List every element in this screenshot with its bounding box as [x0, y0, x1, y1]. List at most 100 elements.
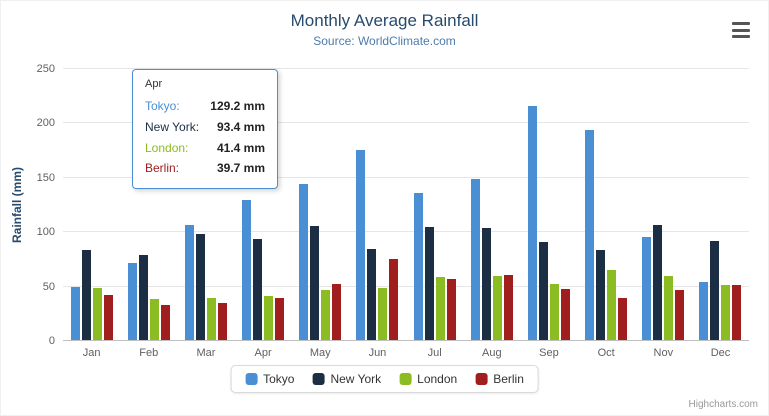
- bar-new-york-jan[interactable]: [81, 250, 91, 341]
- tooltip-row-tokyo: Tokyo: 129.2 mm: [145, 96, 265, 117]
- bar-berlin-dec[interactable]: [732, 285, 742, 341]
- bar-tokyo-oct[interactable]: [585, 129, 595, 341]
- bar-new-york-nov[interactable]: [653, 225, 663, 341]
- bar-london-mar[interactable]: [206, 298, 216, 341]
- bar-berlin-mar[interactable]: [217, 303, 227, 341]
- bar-berlin-aug[interactable]: [503, 275, 513, 341]
- bar-london-dec[interactable]: [721, 285, 731, 341]
- bar-group-jun: [349, 69, 406, 341]
- bar-group-aug: [463, 69, 520, 341]
- bar-tokyo-dec[interactable]: [699, 281, 709, 341]
- chart-title: Monthly Average Rainfall: [290, 11, 479, 30]
- bar-tokyo-sep[interactable]: [527, 105, 537, 341]
- tooltip: Apr Tokyo: 129.2 mm New York: 93.4 mm London…: [132, 69, 278, 190]
- bar-tokyo-jul[interactable]: [413, 193, 423, 341]
- x-axis-label-apr: Apr: [254, 347, 272, 359]
- bar-berlin-oct[interactable]: [618, 298, 628, 341]
- bar-berlin-feb[interactable]: [160, 304, 170, 341]
- tooltip-rows: Tokyo: 129.2 mm New York: 93.4 mm London: 41.…: [145, 96, 265, 179]
- bar-group-feb: [120, 69, 177, 341]
- bar-berlin-jun[interactable]: [389, 258, 399, 341]
- bar-london-jul[interactable]: [435, 276, 445, 341]
- y-tick-label: 250: [36, 63, 55, 75]
- bar-group-oct: [578, 69, 635, 341]
- bar-london-aug[interactable]: [492, 276, 502, 341]
- bar-group-apr: [235, 69, 292, 341]
- y-tick-label: 150: [36, 171, 55, 184]
- export-menu-icon[interactable]: [728, 19, 754, 41]
- legend-item-tokyo[interactable]: Tokyo: [245, 372, 294, 386]
- bar-group-may: [292, 69, 349, 341]
- x-axis-label-nov: Nov: [653, 347, 674, 359]
- legend-item-london[interactable]: London: [399, 372, 457, 386]
- credits-link[interactable]: Highcharts.com: [688, 399, 758, 410]
- bar-tokyo-feb[interactable]: [127, 263, 137, 341]
- tooltip-series-value: 93.4 mm: [216, 119, 265, 134]
- legend-swatch: [312, 373, 325, 385]
- bar-london-apr[interactable]: [264, 295, 274, 341]
- x-axis-label-jan: Jan: [82, 347, 101, 359]
- legend-swatch: [399, 373, 412, 385]
- x-axis-label-feb: Feb: [139, 347, 159, 359]
- bar-berlin-jul[interactable]: [446, 278, 456, 341]
- bar-london-oct[interactable]: [607, 270, 617, 341]
- bar-london-jun[interactable]: [378, 288, 388, 341]
- bar-new-york-sep[interactable]: [538, 241, 548, 341]
- bar-new-york-jun[interactable]: [367, 249, 377, 341]
- chart-subtitle: Source: WorldClimate.com: [313, 34, 456, 48]
- tooltip-series-name: Tokyo:: [145, 99, 180, 113]
- bar-berlin-apr[interactable]: [275, 297, 285, 341]
- bar-tokyo-jan[interactable]: [70, 286, 80, 341]
- bar-new-york-oct[interactable]: [596, 250, 606, 341]
- y-tick-label: 200: [36, 117, 55, 130]
- tooltip-series-value: 41.4 mm: [216, 140, 265, 155]
- bar-new-york-may[interactable]: [310, 225, 320, 341]
- bar-tokyo-may[interactable]: [299, 184, 309, 341]
- tooltip-series-name: New York:: [145, 119, 200, 134]
- gridline: [63, 176, 749, 178]
- legend-item-berlin[interactable]: Berlin: [475, 372, 524, 386]
- bar-london-feb[interactable]: [149, 298, 159, 341]
- legend-label: New York: [330, 372, 382, 386]
- bar-new-york-jul[interactable]: [424, 226, 434, 341]
- tooltip-row-london: London: 41.4 mm: [145, 138, 265, 159]
- bar-new-york-feb[interactable]: [138, 255, 148, 341]
- bar-berlin-jan[interactable]: [103, 294, 113, 341]
- tooltip-series-name: Berlin:: [145, 161, 180, 176]
- bar-new-york-aug[interactable]: [481, 227, 491, 341]
- bar-new-york-apr[interactable]: [253, 239, 263, 341]
- burger-line: [732, 35, 750, 38]
- bar-london-may[interactable]: [321, 289, 331, 341]
- legend-item-new-york[interactable]: New York: [312, 372, 381, 386]
- bar-london-jan[interactable]: [92, 287, 102, 341]
- tooltip-series-name: London:: [145, 140, 189, 155]
- legend-swatch: [475, 373, 488, 385]
- bar-tokyo-nov[interactable]: [642, 237, 652, 341]
- bar-berlin-nov[interactable]: [675, 290, 685, 341]
- burger-line: [732, 22, 750, 25]
- tooltip-series-value: 129.2 mm: [210, 99, 265, 113]
- gridline: [63, 68, 749, 69]
- bar-new-york-mar[interactable]: [195, 233, 205, 341]
- x-axis-label-dec: Dec: [710, 347, 731, 359]
- plot-area: 0 50 100 150 200 250: [37, 63, 749, 347]
- bar-new-york-dec[interactable]: [710, 240, 720, 341]
- bar-groups: [63, 69, 749, 341]
- bar-group-jul: [406, 69, 463, 341]
- bar-group-sep: [520, 69, 577, 341]
- y-tick-label: 0: [48, 335, 55, 347]
- bar-london-nov[interactable]: [664, 276, 674, 341]
- bar-tokyo-jun[interactable]: [356, 149, 366, 341]
- bar-tokyo-apr[interactable]: [242, 200, 252, 341]
- bar-london-sep[interactable]: [549, 284, 559, 341]
- bar-tokyo-mar[interactable]: [184, 225, 194, 341]
- x-axis-label-mar: Mar: [196, 347, 216, 359]
- y-tick-label: 100: [36, 226, 55, 239]
- gridline: [63, 285, 749, 287]
- legend-label: Berlin: [493, 372, 524, 386]
- bar-tokyo-aug[interactable]: [470, 179, 480, 341]
- burger-line: [732, 28, 750, 32]
- bar-berlin-sep[interactable]: [560, 289, 570, 341]
- tooltip-series-value: 39.7 mm: [216, 161, 265, 176]
- bar-berlin-may[interactable]: [332, 283, 342, 341]
